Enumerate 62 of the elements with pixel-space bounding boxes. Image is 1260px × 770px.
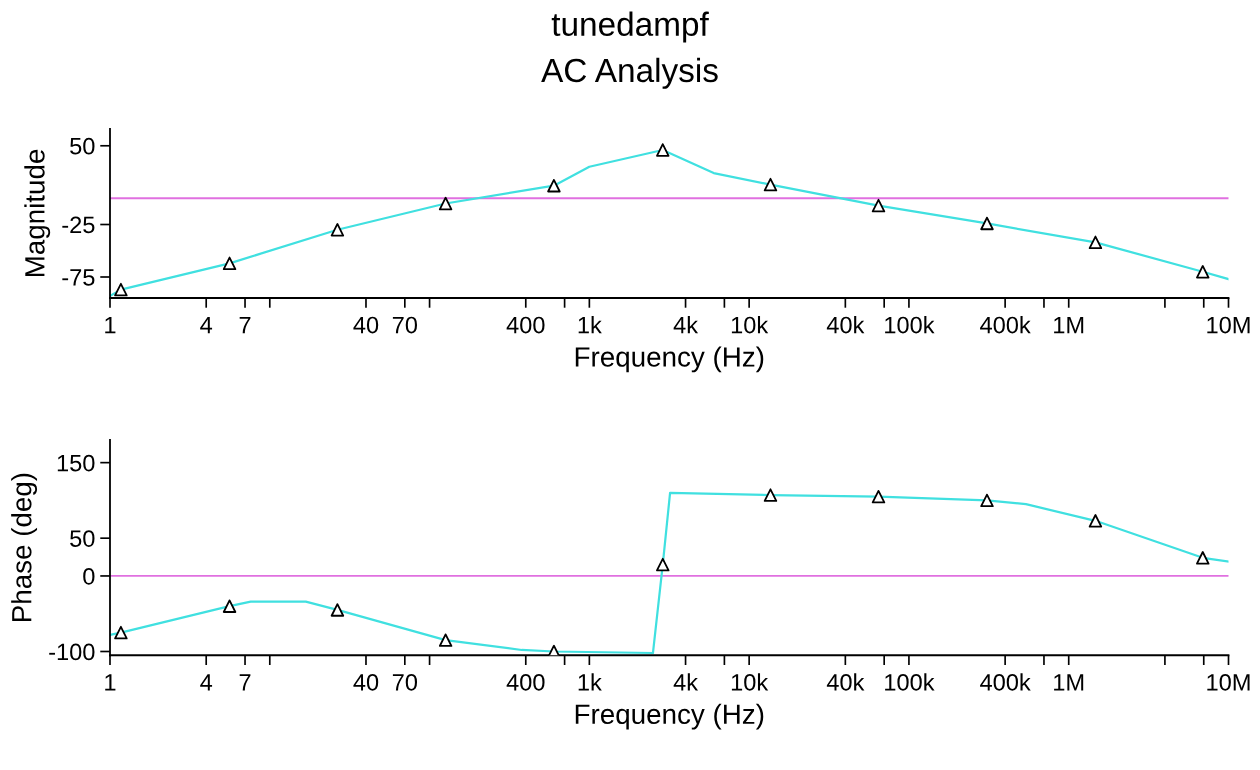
point bbox=[222, 256, 237, 271]
point bbox=[438, 196, 453, 211]
y-axis-title: Magnitude bbox=[24, 149, 51, 277]
point bbox=[763, 177, 778, 192]
x-tick-label: 4 bbox=[200, 674, 213, 691]
x-tick-label: 4 bbox=[200, 316, 213, 334]
y-tick-label: 150 bbox=[57, 454, 95, 472]
point bbox=[656, 557, 670, 572]
y-tick-label: -75 bbox=[62, 269, 95, 286]
point bbox=[1196, 265, 1210, 279]
x-tick-label: 70 bbox=[392, 316, 418, 334]
chart-subtitle: AC Analysis bbox=[541, 57, 718, 89]
x-tick-label: 10M bbox=[1207, 673, 1250, 691]
point bbox=[222, 599, 237, 613]
x-tick-label: 7 bbox=[239, 674, 251, 691]
point bbox=[114, 282, 128, 297]
point bbox=[871, 198, 886, 213]
x-tick-label: 40k bbox=[826, 673, 865, 691]
x-tick-label: 400k bbox=[980, 673, 1031, 691]
x-tick-label: 1k bbox=[578, 316, 602, 334]
x-tick-label: 1M bbox=[1054, 674, 1084, 691]
x-tick-label: 70 bbox=[392, 673, 418, 691]
x-tick-label: 1 bbox=[105, 674, 116, 691]
point bbox=[1088, 514, 1103, 528]
point bbox=[763, 488, 778, 502]
y-tick-label: -25 bbox=[62, 216, 95, 234]
y-tick-label: -100 bbox=[49, 643, 95, 661]
x-tick-label: 40 bbox=[353, 316, 379, 334]
x-tick-label: 1M bbox=[1054, 316, 1084, 334]
point bbox=[114, 625, 128, 640]
point bbox=[1196, 551, 1210, 565]
point bbox=[871, 489, 886, 504]
point bbox=[438, 633, 453, 647]
x-tick-label: 7 bbox=[239, 316, 251, 334]
x-tick-label: 400 bbox=[506, 673, 545, 691]
x-tick-label: 40k bbox=[826, 316, 865, 334]
x-tick-label: 40 bbox=[353, 673, 379, 691]
x-tick-label: 1k bbox=[578, 673, 602, 691]
x-tick-label: 400 bbox=[506, 316, 545, 334]
y-tick-label: 50 bbox=[70, 137, 95, 155]
x-axis-title: Frequency (Hz) bbox=[575, 703, 764, 730]
x-tick-label: 400k bbox=[980, 316, 1031, 334]
x-tick-label: 10k bbox=[731, 673, 769, 691]
y-tick-label: 0 bbox=[83, 568, 95, 585]
point bbox=[1088, 235, 1103, 250]
point bbox=[330, 223, 345, 237]
chart-title: tunedampf bbox=[551, 11, 709, 43]
y-tick-label: 50 bbox=[70, 530, 95, 547]
x-tick-label: 10M bbox=[1207, 316, 1250, 334]
x-tick-label: 10k bbox=[731, 316, 769, 334]
x-tick-label: 4k bbox=[673, 673, 699, 691]
x-tick-label: 1 bbox=[105, 316, 116, 334]
point bbox=[547, 178, 561, 193]
y-axis-title: Phase (deg) bbox=[11, 473, 38, 621]
point bbox=[980, 216, 994, 231]
x-tick-label: 100k bbox=[885, 673, 935, 691]
x-tick-label: 4k bbox=[673, 316, 699, 334]
point bbox=[330, 603, 345, 617]
x-axis-title: Frequency (Hz) bbox=[575, 346, 764, 373]
x-tick-label: 100k bbox=[885, 316, 935, 334]
point bbox=[980, 493, 994, 508]
point bbox=[656, 143, 670, 157]
